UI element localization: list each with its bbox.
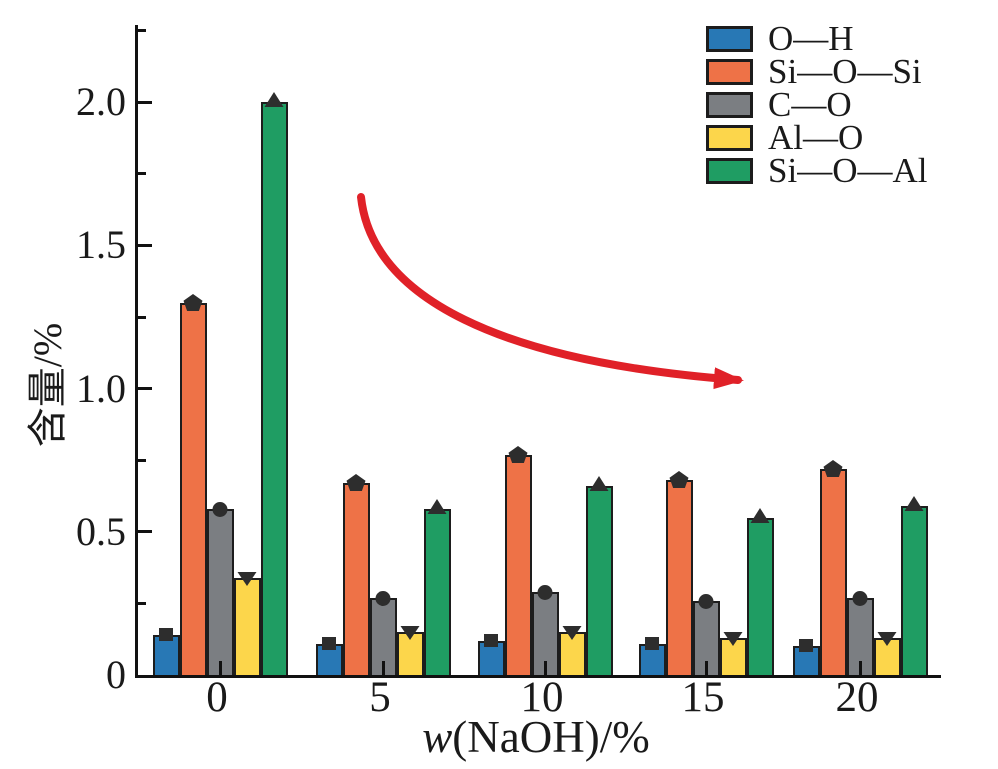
legend: O—H Si—O—Si C—O Al—O Si—O—Al [706, 19, 928, 191]
circle-marker [698, 594, 714, 609]
bar-al-o-0 [233, 572, 261, 675]
triangle-up-marker [264, 92, 284, 107]
y-axis-tick-label: 0 [106, 652, 126, 697]
x-axis-tick [218, 661, 222, 675]
legend-item-c-o: C—O [706, 85, 927, 124]
bar-si-o-al-0 [260, 92, 288, 675]
bar-o-h-20 [792, 639, 820, 675]
y-axis-tick-label: 1.5 [76, 222, 126, 268]
bar-si-o-al-5 [423, 499, 451, 675]
x-axis-title-rest: (NaOH)/% [452, 712, 650, 762]
legend-item-o-h: O—H [706, 19, 927, 58]
bar-si-o-al-10 [585, 476, 613, 675]
y-axis-major-tick [138, 100, 152, 104]
legend-item-si-o-al: Si—O—Al [706, 151, 928, 190]
bar-si-o-si-10 [504, 446, 532, 675]
circle-marker [212, 502, 228, 517]
x-axis-tick-label: 20 [835, 674, 879, 721]
circle-marker [375, 591, 391, 606]
triangle-down-marker [400, 626, 420, 640]
bar-al-o-5 [396, 626, 424, 675]
legend-swatch-si-o-al [706, 158, 753, 184]
square-marker [484, 634, 498, 647]
y-axis-tick-label: 2.0 [76, 79, 126, 125]
legend-item-al-o: Al—O [706, 118, 927, 157]
y-axis-tick-label: 1.0 [76, 365, 126, 411]
x-axis-tick [704, 661, 708, 675]
bar-si-o-si-5 [342, 474, 370, 675]
legend-label-si-o-al: Si—O—Al [768, 151, 928, 190]
x-axis-tick [381, 661, 385, 675]
bar-si-o-si-20 [819, 460, 847, 675]
bar-group-0 [152, 25, 288, 675]
bar-c-o-0 [206, 502, 234, 675]
bar-si-o-al-15 [746, 508, 774, 675]
pentagon-marker [346, 474, 366, 491]
square-marker [322, 637, 336, 650]
pentagon-marker [669, 471, 689, 488]
legend-label-al-o: Al—O [768, 118, 864, 157]
square-marker [799, 639, 813, 652]
y-axis-minor-tick [138, 601, 146, 605]
triangle-up-marker [904, 496, 924, 511]
y-axis-minor-tick [138, 172, 146, 176]
legend-label-si-o-si: Si—O—Si [768, 52, 922, 91]
y-axis-minor-tick [138, 29, 146, 33]
square-marker [645, 637, 659, 650]
bar-group-5 [315, 25, 451, 675]
x-axis-tick-label: 15 [681, 674, 725, 721]
x-axis-title: w(NaOH)/% [336, 711, 736, 763]
triangle-down-marker [723, 632, 743, 646]
triangle-up-marker [427, 499, 447, 514]
circle-marker [537, 585, 553, 600]
x-axis-tick [543, 661, 547, 675]
bar-al-o-10 [558, 626, 586, 675]
triangle-up-marker [750, 508, 770, 523]
triangle-down-marker [877, 632, 897, 646]
bar-o-h-0 [152, 628, 180, 675]
triangle-up-marker [589, 476, 609, 491]
pentagon-marker [183, 294, 203, 311]
square-marker [159, 628, 173, 641]
y-axis-tick-label: 0.5 [76, 508, 126, 554]
bar-c-o-10 [531, 585, 559, 675]
legend-label-o-h: O—H [768, 19, 854, 58]
bar-si-o-al-20 [900, 496, 928, 675]
x-axis-tick [858, 661, 862, 675]
pentagon-marker [508, 446, 528, 463]
legend-item-si-o-si: Si—O—Si [706, 52, 927, 91]
x-axis-tick-label: 10 [520, 674, 564, 721]
plot-area [135, 25, 941, 678]
triangle-down-marker [237, 572, 257, 586]
x-axis-title-italic: w [422, 712, 453, 762]
pentagon-marker [823, 460, 843, 477]
y-axis-minor-tick [138, 315, 146, 319]
circle-marker [852, 591, 868, 606]
x-axis-tick-label: 0 [206, 674, 228, 721]
legend-swatch-c-o [706, 92, 753, 118]
y-axis-minor-tick [138, 458, 146, 462]
bar-group-10 [477, 25, 613, 675]
legend-swatch-si-o-si [706, 59, 753, 85]
bar-o-h-15 [638, 637, 666, 675]
y-axis-major-tick [138, 530, 152, 534]
bar-o-h-5 [315, 637, 343, 675]
triangle-down-marker [562, 626, 582, 640]
legend-label-c-o: C—O [768, 85, 852, 124]
y-axis-major-tick [138, 243, 152, 247]
bar-si-o-si-0 [179, 294, 207, 675]
y-axis-major-tick [138, 387, 152, 391]
legend-swatch-o-h [706, 26, 753, 52]
bar-si-o-si-15 [665, 471, 693, 675]
legend-swatch-al-o [706, 125, 753, 151]
x-axis-tick-label: 5 [369, 674, 391, 721]
bar-al-o-15 [719, 632, 747, 675]
bar-o-h-10 [477, 634, 505, 675]
bar-al-o-20 [873, 632, 901, 675]
